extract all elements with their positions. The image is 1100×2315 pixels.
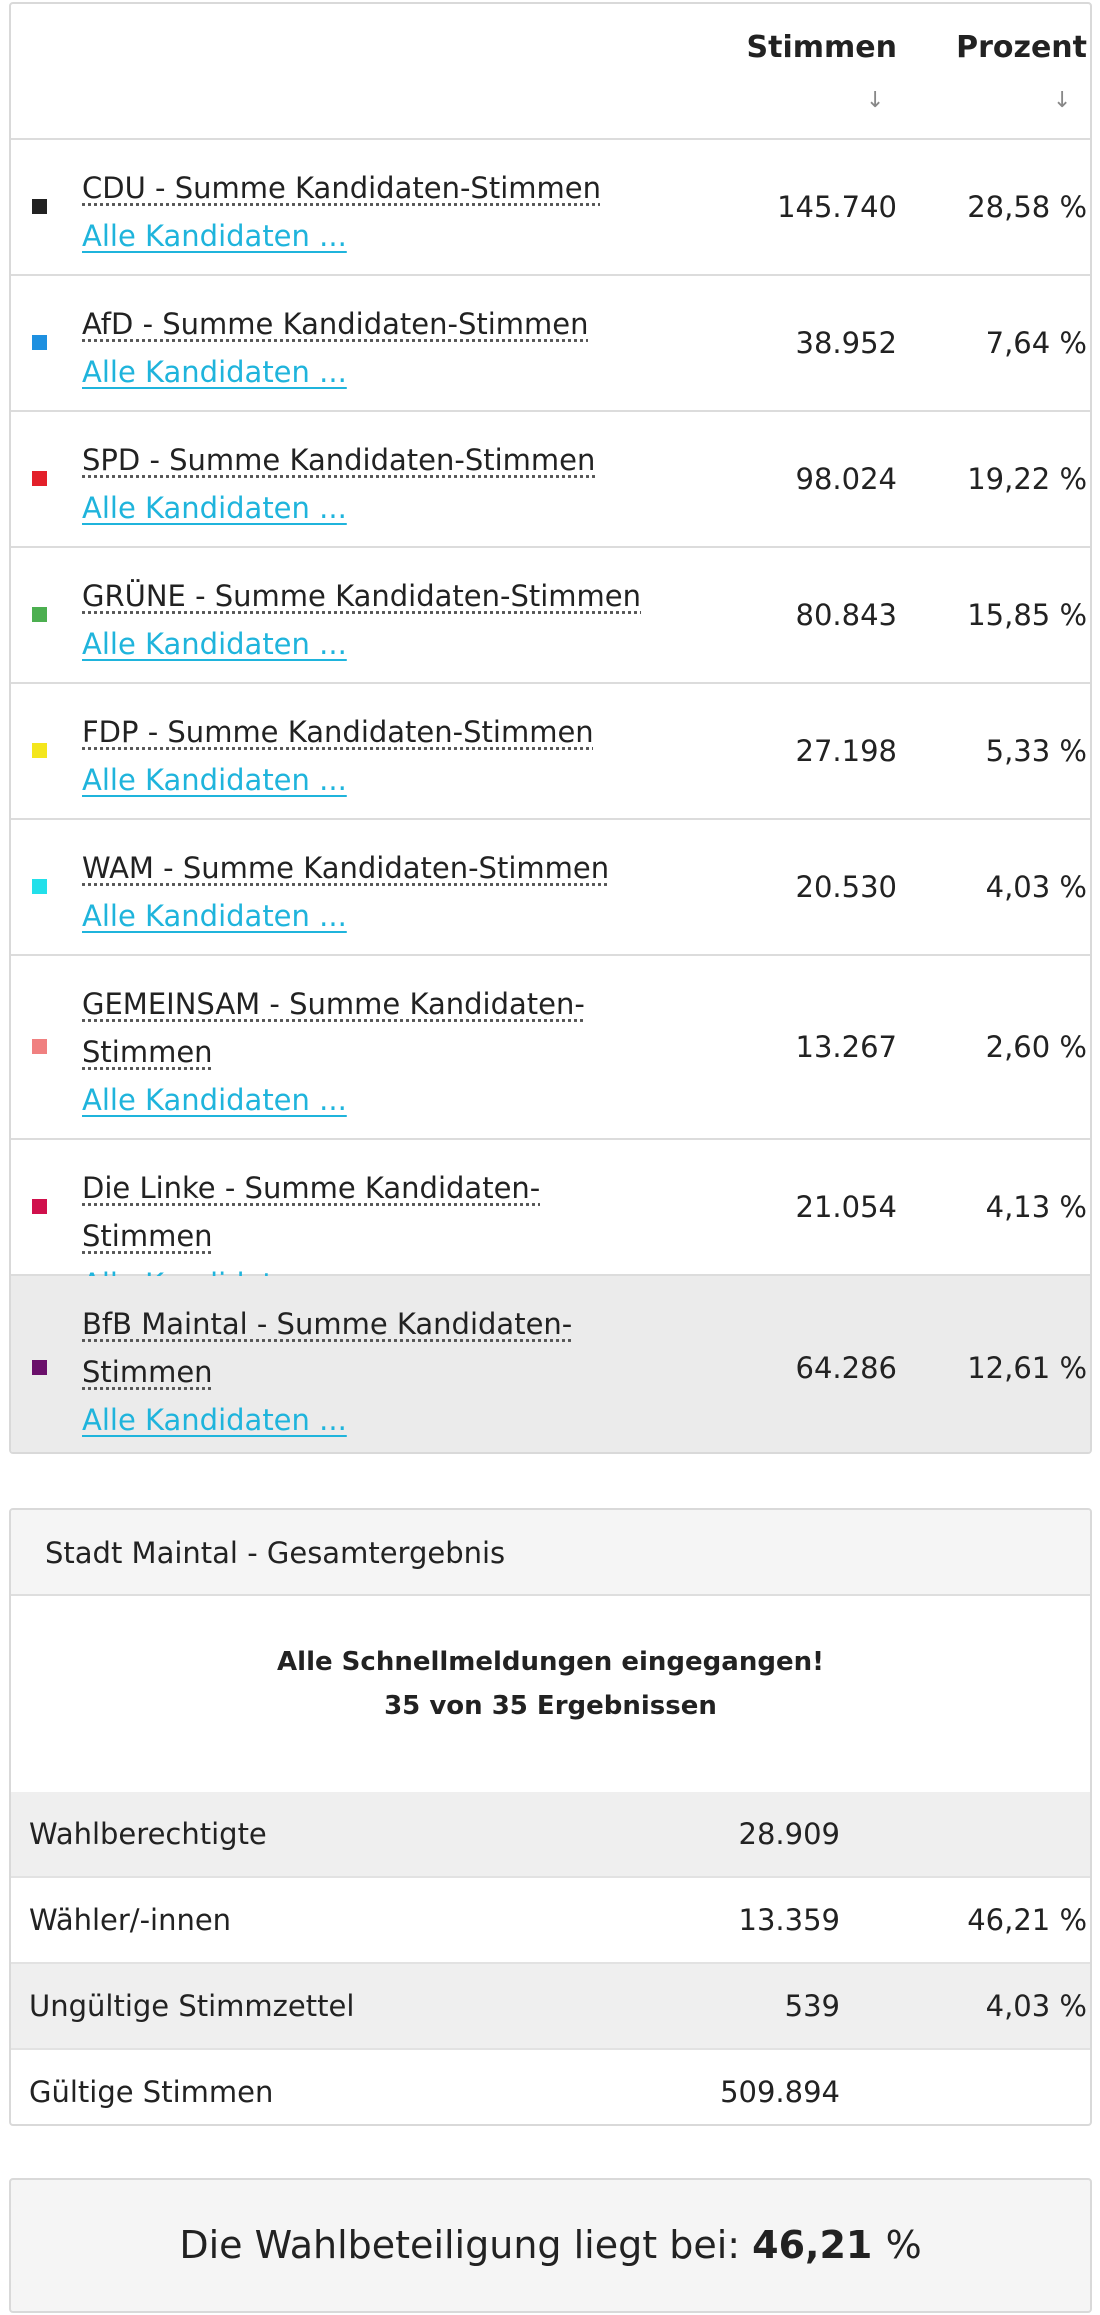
party-votes: 13.267 bbox=[795, 1030, 897, 1064]
turnout-label: Die Wahlbeteiligung liegt bei: bbox=[179, 2223, 753, 2267]
party-percent: 15,85 % bbox=[967, 598, 1087, 632]
turnout-box: Die Wahlbeteiligung liegt bei: 46,21 % bbox=[9, 2178, 1092, 2313]
party-row-afd: AfD - Summe Kandidaten-Stimmen Alle Kand… bbox=[11, 276, 1090, 412]
party-percent: 12,61 % bbox=[967, 1351, 1087, 1385]
stat-percent: 4,03 % bbox=[985, 1989, 1087, 2023]
all-candidates-link[interactable]: Alle Kandidaten ... bbox=[82, 1083, 347, 1117]
stat-percent: 46,21 % bbox=[967, 1903, 1087, 1937]
party-name-link[interactable]: FDP - Summe Kandidaten-Stimmen bbox=[82, 715, 594, 749]
stat-row-valid: Gültige Stimmen 509.894 bbox=[11, 2050, 1090, 2124]
party-row-cdu: CDU - Summe Kandidaten-Stimmen Alle Kand… bbox=[11, 140, 1090, 276]
party-color-swatch bbox=[32, 199, 47, 214]
stat-label: Wahlberechtigte bbox=[29, 1817, 267, 1851]
results-count: 35 von 35 Ergebnissen bbox=[384, 1691, 717, 1721]
party-name-link[interactable]: CDU - Summe Kandidaten-Stimmen bbox=[82, 171, 601, 205]
all-candidates-link[interactable]: Alle Kandidaten ... bbox=[82, 899, 347, 933]
total-result-panel: Stadt Maintal - Gesamtergebnis Alle Schn… bbox=[9, 1508, 1092, 2126]
stat-row-eligible: Wahlberechtigte 28.909 bbox=[11, 1792, 1090, 1878]
stat-label: Wähler/-innen bbox=[29, 1903, 232, 1937]
party-votes: 27.198 bbox=[795, 734, 897, 768]
stat-value: 13.359 bbox=[738, 1903, 840, 1937]
party-results-table: Stimmen Prozent ↓ ↓ CDU - Summe Kandidat… bbox=[9, 2, 1092, 1454]
party-name-link[interactable]: GRÜNE - Summe Kandidaten-Stimmen bbox=[82, 579, 642, 613]
party-color-swatch bbox=[32, 335, 47, 350]
party-color-swatch bbox=[32, 1199, 47, 1214]
turnout-unit: % bbox=[885, 2223, 922, 2267]
party-row-linke: Die Linke - Summe Kandidaten-Stimmen All… bbox=[11, 1140, 1090, 1301]
party-color-swatch bbox=[32, 879, 47, 894]
party-name-link[interactable]: BfB Maintal - Summe Kandidaten-Stimmen bbox=[82, 1307, 573, 1389]
all-candidates-link[interactable]: Alle Kandidaten ... bbox=[82, 219, 347, 253]
party-percent: 28,58 % bbox=[967, 190, 1087, 224]
notice-line: Alle Schnellmeldungen eingegangen! bbox=[277, 1647, 824, 1677]
all-candidates-link[interactable]: Alle Kandidaten ... bbox=[82, 627, 347, 661]
party-votes: 98.024 bbox=[795, 462, 897, 496]
party-name-link[interactable]: SPD - Summe Kandidaten-Stimmen bbox=[82, 443, 596, 477]
party-percent: 7,64 % bbox=[985, 326, 1087, 360]
stat-value: 539 bbox=[784, 1989, 840, 2023]
all-candidates-link[interactable]: Alle Kandidaten ... bbox=[82, 763, 347, 797]
stat-value: 28.909 bbox=[738, 1817, 840, 1851]
party-row-wam: WAM - Summe Kandidaten-Stimmen Alle Kand… bbox=[11, 820, 1090, 956]
party-color-swatch bbox=[32, 607, 47, 622]
panel-title: Stadt Maintal - Gesamtergebnis bbox=[11, 1510, 1090, 1596]
party-color-swatch bbox=[32, 471, 47, 486]
party-votes: 145.740 bbox=[777, 190, 897, 224]
stat-label: Gültige Stimmen bbox=[29, 2075, 274, 2109]
party-votes: 20.530 bbox=[795, 870, 897, 904]
sort-arrow-down-icon[interactable]: ↓ bbox=[1053, 88, 1072, 113]
turnout-value: 46,21 bbox=[752, 2223, 886, 2267]
party-color-swatch bbox=[32, 743, 47, 758]
stat-row-invalid: Ungültige Stimmzettel 539 4,03 % bbox=[11, 1964, 1090, 2050]
all-candidates-link[interactable]: Alle Kandidaten ... bbox=[82, 491, 347, 525]
party-color-swatch bbox=[32, 1360, 47, 1375]
all-candidates-link[interactable]: Alle Kandidaten ... bbox=[82, 355, 347, 389]
party-votes: 21.054 bbox=[795, 1190, 897, 1224]
column-header-votes[interactable]: Stimmen bbox=[746, 30, 897, 65]
party-color-swatch bbox=[32, 1039, 47, 1054]
reporting-status: Alle Schnellmeldungen eingegangen! 35 vo… bbox=[11, 1596, 1090, 1792]
sort-arrow-down-icon[interactable]: ↓ bbox=[866, 88, 885, 113]
party-name-link[interactable]: Die Linke - Summe Kandidaten-Stimmen bbox=[82, 1171, 541, 1253]
party-percent: 19,22 % bbox=[967, 462, 1087, 496]
party-row-fdp: FDP - Summe Kandidaten-Stimmen Alle Kand… bbox=[11, 684, 1090, 820]
stat-value: 509.894 bbox=[720, 2075, 840, 2109]
stat-label: Ungültige Stimmzettel bbox=[29, 1989, 355, 2023]
party-percent: 4,13 % bbox=[985, 1190, 1087, 1224]
party-row-bfb: BfB Maintal - Summe Kandidaten-Stimmen A… bbox=[11, 1276, 1090, 1452]
party-row-spd: SPD - Summe Kandidaten-Stimmen Alle Kand… bbox=[11, 412, 1090, 548]
party-percent: 4,03 % bbox=[985, 870, 1087, 904]
party-votes: 64.286 bbox=[795, 1351, 897, 1385]
all-candidates-link[interactable]: Alle Kandidaten ... bbox=[82, 1403, 347, 1437]
table-header: Stimmen Prozent ↓ ↓ bbox=[11, 4, 1090, 140]
party-name-link[interactable]: WAM - Summe Kandidaten-Stimmen bbox=[82, 851, 610, 885]
party-name-link[interactable]: AfD - Summe Kandidaten-Stimmen bbox=[82, 307, 589, 341]
party-row-gruene: GRÜNE - Summe Kandidaten-Stimmen Alle Ka… bbox=[11, 548, 1090, 684]
party-row-gemeinsam: GEMEINSAM - Summe Kandidaten-Stimmen All… bbox=[11, 956, 1090, 1140]
party-percent: 5,33 % bbox=[985, 734, 1087, 768]
party-votes: 80.843 bbox=[795, 598, 897, 632]
party-votes: 38.952 bbox=[795, 326, 897, 360]
party-name-link[interactable]: GEMEINSAM - Summe Kandidaten-Stimmen bbox=[82, 987, 585, 1069]
party-percent: 2,60 % bbox=[985, 1030, 1087, 1064]
column-header-percent[interactable]: Prozent bbox=[956, 30, 1087, 65]
stat-row-voters: Wähler/-innen 13.359 46,21 % bbox=[11, 1878, 1090, 1964]
